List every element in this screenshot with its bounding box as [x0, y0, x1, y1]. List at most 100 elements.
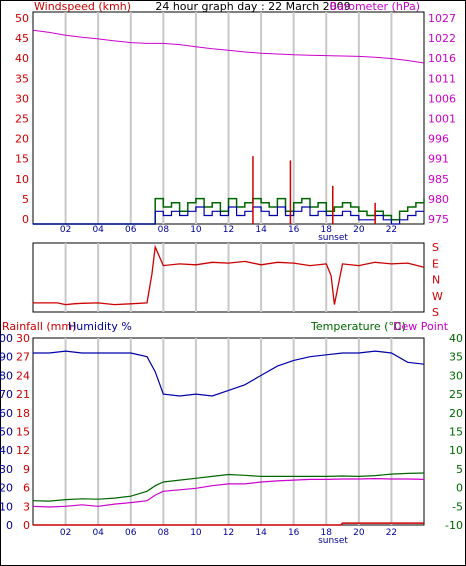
- rainfall-line: [33, 522, 424, 526]
- windspeed-axis-label: Windspeed (kmh): [34, 0, 131, 13]
- rainfall-tick-label: 3: [23, 500, 30, 513]
- temperature-tick-label: 15: [449, 426, 463, 439]
- barometer-tick-label: 1022: [428, 32, 456, 45]
- rainfall-axis-label: Rainfall (mm): [2, 320, 76, 333]
- x-tick-label: 08: [158, 528, 170, 538]
- compass-label: N: [432, 274, 440, 287]
- dewpoint-line: [32, 477, 425, 508]
- humidity-line: [33, 350, 425, 397]
- temperature-tick-label: 10: [449, 444, 463, 457]
- humidity-x-tick-labels: 02 04 06 08 10 12 14 16 18 20 22: [60, 528, 397, 538]
- rainfall-tick-label: 0: [23, 519, 30, 532]
- x-tick-label: 04: [92, 528, 104, 538]
- x-tick-label: 10: [190, 528, 202, 538]
- temperature-tick-label: 35: [449, 351, 463, 364]
- compass-label: W: [432, 290, 443, 303]
- barometer-axis-label: Barometer (hPa): [330, 0, 420, 13]
- barometer-tick-label: 1011: [428, 72, 456, 85]
- humidity-tick-label: 60: [0, 407, 13, 420]
- temperature-tick-label: -5: [452, 500, 463, 513]
- x-tick-label: 12: [223, 528, 234, 538]
- humidity-tick-label: 40: [0, 444, 13, 457]
- dewpoint-axis-label: Dew Point: [393, 320, 449, 333]
- temperature-tick-label: 30: [449, 369, 463, 382]
- x-tick-label: 02: [60, 528, 71, 538]
- windspeed-tick-label: 40: [15, 52, 29, 65]
- x-tick-label: 06: [125, 225, 137, 235]
- barometer-tick-label: 980: [428, 193, 449, 206]
- windspeed-tick-label: 35: [15, 72, 29, 85]
- rainfall-tick-label: 18: [16, 407, 30, 420]
- sunset-label: sunset: [318, 233, 348, 243]
- x-tick-label: 16: [288, 528, 300, 538]
- x-tick-label: 12: [223, 225, 234, 235]
- x-tick-label: 22: [386, 225, 397, 235]
- barometer-tick-label: 1001: [428, 113, 456, 126]
- barometer-tick-label: 985: [428, 173, 449, 186]
- wind-direction-line: [33, 244, 425, 306]
- humidity-tick-label: 80: [0, 369, 13, 382]
- wind-series: [32, 29, 425, 225]
- humidity-temperature-panel: 1009080706050403020100 30272421181512963…: [0, 332, 463, 546]
- barometer-tick-label: 996: [428, 133, 449, 146]
- x-tick-label: 02: [60, 225, 71, 235]
- humidity-tick-label: 90: [0, 351, 13, 364]
- temperature-tick-label: -10: [445, 519, 463, 532]
- x-tick-label: 14: [255, 225, 267, 235]
- temperature-tick-labels: 40 35 30 25 20 15 10 5 0 -5 -10: [445, 332, 463, 532]
- barometer-tick-labels: 1027 1022 1016 1011 1006 1001 996 991 985 980 975: [428, 12, 456, 226]
- direction-gridlines: [64, 243, 393, 312]
- temperature-tick-label: 40: [449, 332, 463, 345]
- barometer-tick-label: 1016: [428, 52, 456, 65]
- x-tick-label: 18: [321, 528, 333, 538]
- windspeed-tick-label: 20: [15, 133, 29, 146]
- humidity-tick-label: 0: [6, 519, 13, 532]
- barometer-tick-label: 991: [428, 153, 449, 166]
- rainfall-tick-label: 30: [16, 332, 30, 345]
- x-tick-label: 10: [190, 225, 202, 235]
- x-tick-label: 20: [353, 225, 365, 235]
- rainfall-tick-label: 6: [23, 482, 30, 495]
- x-tick-label: 22: [386, 528, 397, 538]
- wind-x-tick-labels: 02 04 06 08 10 12 14 16 18 20 22: [60, 225, 397, 235]
- compass-label: S: [432, 306, 439, 319]
- barometer-tick-label: 1006: [428, 92, 456, 105]
- x-tick-label: 08: [158, 225, 170, 235]
- barometer-line: [32, 29, 425, 64]
- humidity-temperature-series: [32, 350, 425, 526]
- rainfall-tick-label: 15: [16, 426, 30, 439]
- windspeed-tick-label: 30: [15, 92, 29, 105]
- wind-gust-line: [33, 197, 425, 225]
- humidity-tick-label: 10: [0, 500, 13, 513]
- humidity-axis-label: Humidity %: [68, 320, 132, 333]
- rainfall-tick-label: 24: [16, 369, 30, 382]
- windspeed-tick-label: 15: [15, 153, 29, 166]
- humidity-tick-label: 30: [0, 463, 13, 476]
- x-tick-label: 06: [125, 528, 137, 538]
- humidity-tick-label: 20: [0, 482, 13, 495]
- temperature-tick-label: 0: [456, 482, 463, 495]
- barometer-tick-label: 1027: [428, 12, 456, 25]
- rainfall-tick-label: 9: [23, 463, 30, 476]
- wind-gridlines: [64, 12, 393, 224]
- windspeed-tick-label: 25: [15, 113, 29, 126]
- temperature-line: [32, 472, 425, 502]
- temperature-tick-label: 25: [449, 388, 463, 401]
- humidity-tick-label: 50: [0, 426, 13, 439]
- x-tick-label: 16: [288, 225, 300, 235]
- rainfall-tick-label: 21: [16, 388, 30, 401]
- direction-series: [33, 244, 425, 306]
- compass-label: E: [432, 257, 439, 270]
- windspeed-tick-label: 45: [15, 32, 29, 45]
- windspeed-tick-label: 10: [15, 173, 29, 186]
- rainfall-tick-label: 12: [16, 444, 30, 457]
- humidity-tick-label: 100: [0, 332, 13, 345]
- x-tick-label: 14: [255, 528, 267, 538]
- rainfall-tick-label: 27: [16, 351, 30, 364]
- temperature-tick-label: 20: [449, 407, 463, 420]
